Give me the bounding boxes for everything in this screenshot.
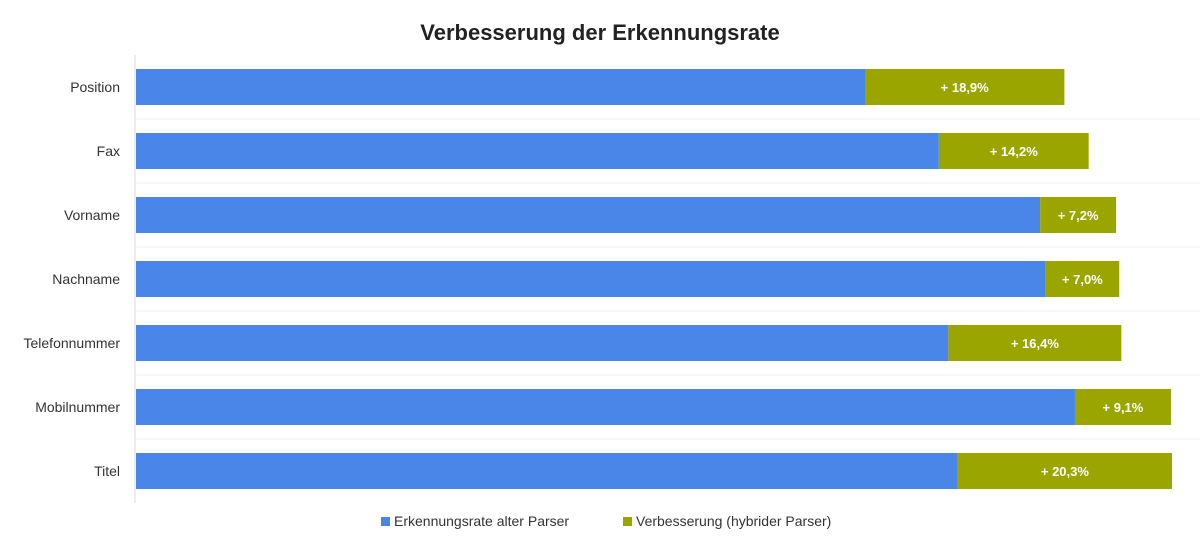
bar-improvement [938, 133, 1089, 169]
legend-swatch-1 [623, 517, 632, 526]
data-label: + 14,2% [990, 144, 1039, 159]
data-label: + 7,0% [1062, 272, 1103, 287]
bar-base [136, 133, 939, 169]
data-label: + 20,3% [1041, 464, 1090, 479]
bar-improvement [948, 325, 1122, 361]
bar-improvement [865, 69, 1065, 105]
category-label: Nachname [52, 271, 120, 287]
bar-base [136, 389, 1075, 425]
bar-base [136, 325, 949, 361]
legend-swatch-0 [381, 517, 390, 526]
bar-base [136, 261, 1046, 297]
data-label: + 9,1% [1103, 400, 1144, 415]
category-label: Vorname [64, 207, 120, 223]
data-label: + 7,2% [1058, 208, 1099, 223]
bar-improvement [957, 453, 1173, 489]
category-label: Titel [94, 463, 120, 479]
bar-improvement [1045, 261, 1120, 297]
bar-improvement [1040, 197, 1117, 233]
chart-title: Verbesserung der Erkennungsrate [420, 20, 779, 45]
bar-improvement [1074, 389, 1171, 425]
bar-base [136, 69, 866, 105]
data-label: + 18,9% [941, 80, 990, 95]
legend-label-0: Erkennungsrate alter Parser [394, 513, 569, 529]
bar-base [136, 197, 1041, 233]
category-label: Fax [97, 143, 120, 159]
legend: Erkennungsrate alter Parser Verbesserung… [381, 513, 831, 529]
data-label: + 16,4% [1011, 336, 1060, 351]
bar-base [136, 453, 958, 489]
category-label: Telefonnummer [24, 335, 121, 351]
category-label: Position [70, 79, 120, 95]
category-label: Mobilnummer [35, 399, 120, 415]
legend-label-1: Verbesserung (hybrider Parser) [636, 513, 831, 529]
